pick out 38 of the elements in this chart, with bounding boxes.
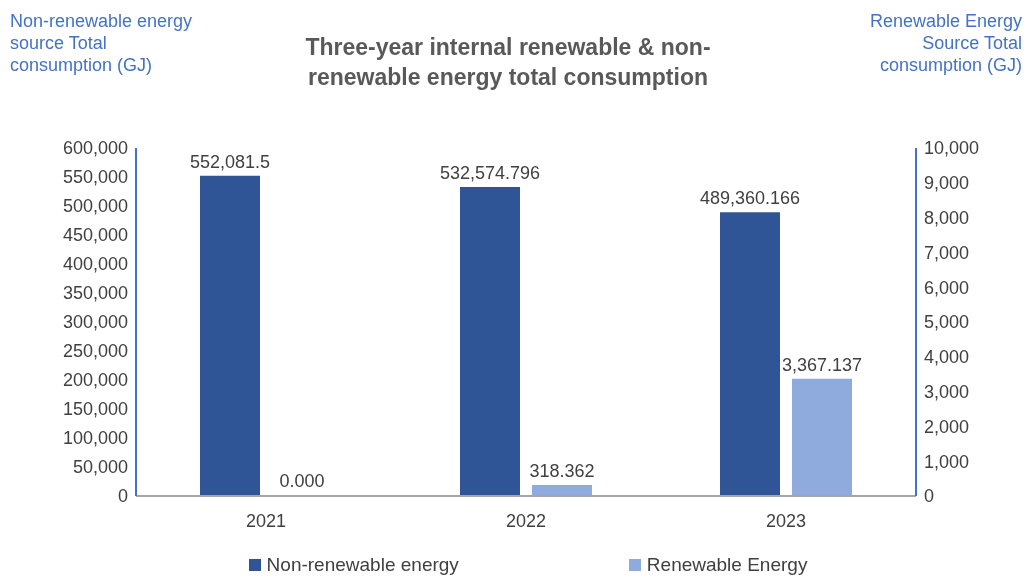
y2-axis-title: Renewable Energy Source Total consumption (GJ) bbox=[868, 10, 1022, 76]
y-tick-label: 100,000 bbox=[62, 428, 128, 449]
y2-tick-label: 2,000 bbox=[924, 416, 970, 437]
y2-tick-label: 3,000 bbox=[924, 381, 970, 402]
y2-tick-label: 5,000 bbox=[924, 312, 970, 333]
y-tick-label: 250,000 bbox=[62, 341, 128, 362]
y2-tick-label: 9,000 bbox=[924, 173, 970, 194]
data-label: 489,360.166 bbox=[699, 188, 801, 209]
y-tick-label: 450,000 bbox=[62, 225, 128, 246]
y2-tick-label: 10,000 bbox=[924, 138, 980, 159]
data-label: 552,081.5 bbox=[189, 151, 271, 172]
y-tick-label: 0 bbox=[117, 486, 128, 507]
data-label: 318.362 bbox=[529, 460, 595, 481]
y-tick-label: 50,000 bbox=[72, 457, 128, 478]
x-tick-label: 2021 bbox=[245, 510, 287, 531]
y-tick-label: 500,000 bbox=[62, 196, 128, 217]
y-axis-title: Non-renewable energy source Total consumption (GJ) bbox=[10, 10, 194, 76]
data-label: 532,574.796 bbox=[439, 163, 541, 184]
legend-label: Renewable Energy bbox=[646, 554, 808, 576]
y-tick-label: 550,000 bbox=[62, 167, 128, 188]
data-label: 3,367.137 bbox=[781, 354, 863, 375]
y-tick-label: 400,000 bbox=[62, 254, 128, 275]
y2-tick-label: 7,000 bbox=[924, 242, 970, 263]
data-label: 0.000 bbox=[279, 471, 325, 491]
x-tick-label: 2023 bbox=[765, 510, 807, 531]
y-tick-label: 300,000 bbox=[62, 312, 128, 333]
y-tick-label: 200,000 bbox=[62, 370, 128, 391]
y2-tick-label: 1,000 bbox=[924, 451, 970, 472]
y-tick-label: 150,000 bbox=[62, 399, 128, 420]
chart-title: Three-year internal renewable & non-renewable energy total consumption bbox=[304, 33, 712, 92]
x-tick-label: 2022 bbox=[505, 510, 547, 531]
y2-tick-label: 0 bbox=[924, 486, 935, 507]
y-tick-label: 350,000 bbox=[62, 283, 128, 304]
y-tick-label: 600,000 bbox=[62, 138, 128, 159]
legend-label: Non-renewable energy bbox=[266, 554, 459, 576]
y2-tick-label: 4,000 bbox=[924, 347, 970, 368]
y2-tick-label: 8,000 bbox=[924, 207, 970, 228]
y2-tick-label: 6,000 bbox=[924, 277, 970, 298]
